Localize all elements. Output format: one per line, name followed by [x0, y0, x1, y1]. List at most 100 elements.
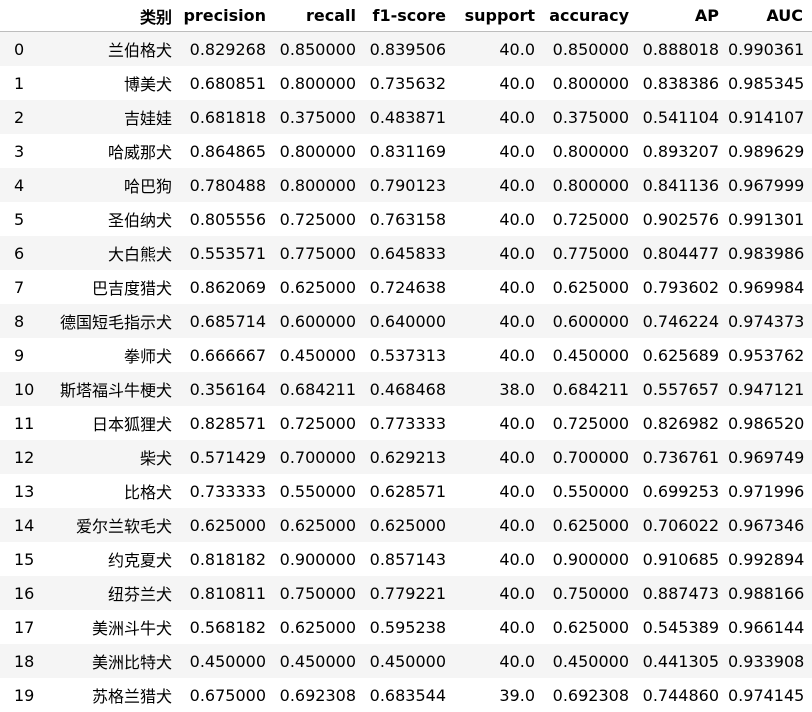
- cell-auc: 0.914107: [728, 107, 805, 127]
- cell-f1-score: 0.831169: [369, 141, 446, 161]
- cell-auc: 0.985345: [728, 73, 805, 93]
- cell-class-name: 巴吉度猎犬: [91, 279, 172, 298]
- row-index: 1: [14, 73, 25, 93]
- cell-auc: 0.990361: [728, 39, 805, 59]
- cell-recall: 0.725000: [279, 413, 356, 433]
- cell-accuracy: 0.800000: [552, 175, 629, 195]
- cell-support: 40.0: [499, 277, 535, 297]
- cell-class-name: 日本狐狸犬: [91, 415, 172, 434]
- cell-class-name: 比格犬: [123, 483, 172, 502]
- table-row: 18 美洲比特犬 0.450000 0.450000 0.450000 40.0 0.450…: [0, 644, 812, 678]
- table-row: 5 圣伯纳犬 0.805556 0.725000 0.763158 40.0 0.72500…: [0, 202, 812, 236]
- cell-recall: 0.775000: [279, 243, 356, 263]
- cell-ap: 0.706022: [642, 515, 719, 535]
- column-header-f1-score: f1-score: [365, 0, 455, 32]
- cell-accuracy: 0.450000: [552, 345, 629, 365]
- cell-precision: 0.810811: [189, 583, 266, 603]
- cell-class-name: 斯塔福斗牛梗犬: [59, 381, 172, 400]
- table-row: 14 爱尔兰软毛犬 0.625000 0.625000 0.625000 40.0 0.62…: [0, 508, 812, 542]
- cell-f1-score: 0.773333: [369, 413, 446, 433]
- cell-accuracy: 0.800000: [552, 73, 629, 93]
- cell-ap: 0.744860: [642, 685, 719, 705]
- cell-f1-score: 0.640000: [369, 311, 446, 331]
- cell-ap: 0.736761: [642, 447, 719, 467]
- cell-recall: 0.450000: [279, 651, 356, 671]
- cell-recall: 0.850000: [279, 39, 356, 59]
- row-index: 6: [14, 243, 25, 263]
- cell-precision: 0.666667: [189, 345, 266, 365]
- cell-accuracy: 0.800000: [552, 141, 629, 161]
- cell-support: 40.0: [499, 481, 535, 501]
- table-row: 19 苏格兰猎犬 0.675000 0.692308 0.683544 39.0 0.692…: [0, 678, 812, 712]
- cell-accuracy: 0.550000: [552, 481, 629, 501]
- cell-auc: 0.988166: [728, 583, 805, 603]
- cell-precision: 0.571429: [189, 447, 266, 467]
- row-index: 3: [14, 141, 25, 161]
- cell-class-name: 苏格兰猎犬: [91, 687, 172, 706]
- table-row: 1 博美犬 0.680851 0.800000 0.735632 40.0 0.800000…: [0, 66, 812, 100]
- cell-recall: 0.750000: [279, 583, 356, 603]
- cell-support: 40.0: [499, 651, 535, 671]
- row-index: 7: [14, 277, 25, 297]
- table-row: 11 日本狐狸犬 0.828571 0.725000 0.773333 40.0 0.725…: [0, 406, 812, 440]
- cell-ap: 0.746224: [642, 311, 719, 331]
- cell-f1-score: 0.629213: [369, 447, 446, 467]
- cell-recall: 0.550000: [279, 481, 356, 501]
- cell-auc: 0.991301: [728, 209, 805, 229]
- cell-class-name: 拳师犬: [123, 347, 172, 366]
- cell-support: 39.0: [499, 685, 535, 705]
- cell-class-name: 美洲比特犬: [91, 653, 172, 672]
- row-index: 8: [14, 311, 25, 331]
- header-row: 类别 precision recall f1-score support accuracy…: [0, 0, 812, 32]
- cell-class-name: 博美犬: [123, 75, 172, 94]
- cell-f1-score: 0.857143: [369, 549, 446, 569]
- cell-class-name: 哈巴狗: [123, 177, 172, 196]
- cell-ap: 0.541104: [642, 107, 719, 127]
- cell-accuracy: 0.450000: [552, 651, 629, 671]
- cell-f1-score: 0.468468: [369, 379, 446, 399]
- cell-precision: 0.805556: [189, 209, 266, 229]
- cell-class-name: 柴犬: [139, 449, 172, 468]
- cell-accuracy: 0.750000: [552, 583, 629, 603]
- cell-f1-score: 0.537313: [369, 345, 446, 365]
- cell-recall: 0.692308: [279, 685, 356, 705]
- cell-f1-score: 0.645833: [369, 243, 446, 263]
- table-row: 7 巴吉度猎犬 0.862069 0.625000 0.724638 40.0 0.6250…: [0, 270, 812, 304]
- table-row: 4 哈巴狗 0.780488 0.800000 0.790123 40.0 0.800000…: [0, 168, 812, 202]
- cell-ap: 0.826982: [642, 413, 719, 433]
- row-index: 17: [14, 617, 35, 637]
- cell-ap: 0.699253: [642, 481, 719, 501]
- cell-support: 40.0: [499, 311, 535, 331]
- column-header-ap: AP: [638, 0, 728, 32]
- cell-support: 40.0: [499, 413, 535, 433]
- cell-precision: 0.681818: [189, 107, 266, 127]
- cell-accuracy: 0.625000: [552, 617, 629, 637]
- cell-f1-score: 0.683544: [369, 685, 446, 705]
- table-row: 16 纽芬兰犬 0.810811 0.750000 0.779221 40.0 0.7500…: [0, 576, 812, 610]
- cell-ap: 0.887473: [642, 583, 719, 603]
- row-index: 9: [14, 345, 25, 365]
- cell-f1-score: 0.483871: [369, 107, 446, 127]
- cell-recall: 0.625000: [279, 277, 356, 297]
- cell-f1-score: 0.839506: [369, 39, 446, 59]
- cell-precision: 0.568182: [189, 617, 266, 637]
- cell-class-name: 兰伯格犬: [107, 41, 172, 60]
- cell-recall: 0.375000: [279, 107, 356, 127]
- cell-class-name: 约克夏犬: [107, 551, 172, 570]
- cell-auc: 0.967346: [728, 515, 805, 535]
- cell-precision: 0.625000: [189, 515, 266, 535]
- cell-ap: 0.910685: [642, 549, 719, 569]
- cell-ap: 0.838386: [642, 73, 719, 93]
- cell-precision: 0.680851: [189, 73, 266, 93]
- cell-ap: 0.888018: [642, 39, 719, 59]
- cell-ap: 0.793602: [642, 277, 719, 297]
- table-row: 12 柴犬 0.571429 0.700000 0.629213 40.0 0.700000…: [0, 440, 812, 474]
- cell-accuracy: 0.900000: [552, 549, 629, 569]
- cell-f1-score: 0.790123: [369, 175, 446, 195]
- cell-precision: 0.685714: [189, 311, 266, 331]
- row-index: 16: [14, 583, 35, 603]
- cell-auc: 0.974145: [728, 685, 805, 705]
- cell-support: 40.0: [499, 243, 535, 263]
- cell-precision: 0.356164: [189, 379, 266, 399]
- cell-support: 40.0: [499, 549, 535, 569]
